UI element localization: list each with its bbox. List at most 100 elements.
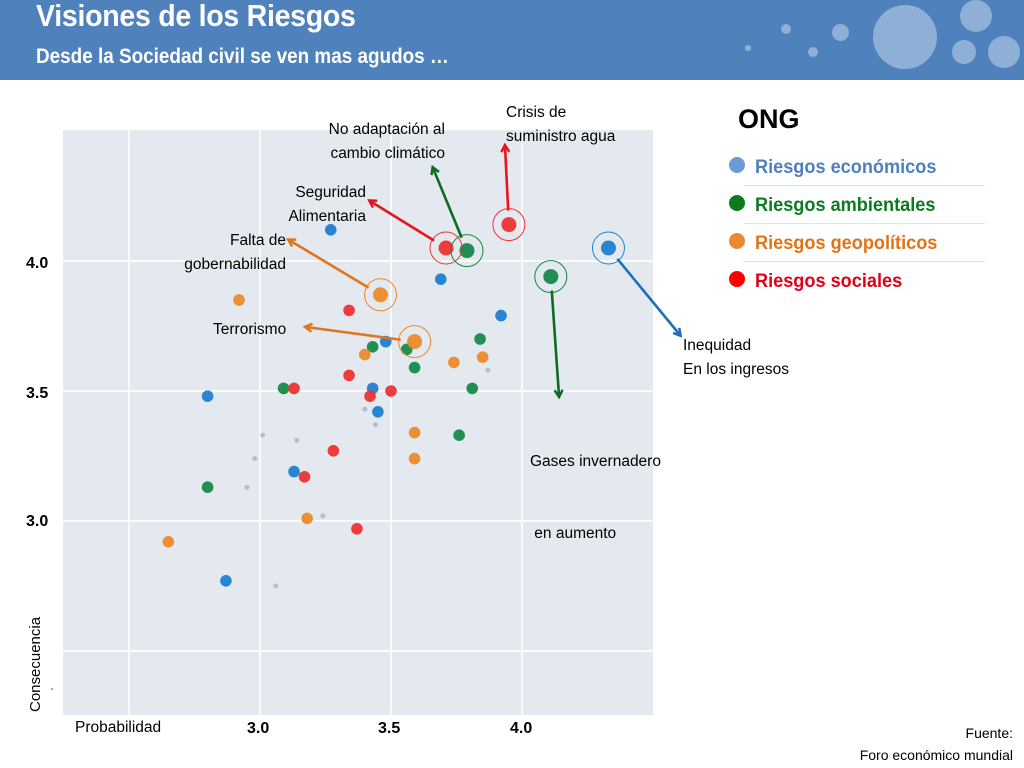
legend-label: Riesgos geopolíticos — [755, 231, 938, 254]
highlight-ring — [450, 234, 484, 268]
data-point — [372, 406, 384, 418]
decorative-bubble — [873, 5, 937, 69]
data-point — [385, 385, 397, 397]
legend: Riesgos económicos Riesgos ambientales R… — [727, 148, 987, 300]
data-point — [220, 575, 232, 587]
data-point — [453, 429, 465, 442]
data-point — [301, 512, 313, 525]
annotation-inequidad: Inequidad En los ingresos — [683, 334, 789, 382]
legend-label: Riesgos sociales — [755, 269, 903, 292]
annotation-arrow — [370, 201, 435, 242]
data-point-minor — [244, 484, 250, 490]
data-point — [543, 269, 559, 285]
highlight-ring — [364, 278, 398, 312]
data-point — [359, 348, 371, 361]
data-point — [408, 452, 421, 465]
data-point — [448, 356, 460, 369]
annotation-line: en aumento — [530, 525, 617, 542]
annotation-arrow — [289, 240, 370, 289]
decorative-bubble — [808, 47, 818, 57]
data-point — [288, 465, 300, 478]
annotation-no-adaptacion: No adaptación al cambio climático — [300, 118, 445, 166]
highlight-ring — [591, 231, 625, 265]
annotation-arrow — [550, 290, 559, 396]
annotation-seguridad-alimentaria: Seguridad Alimentaria — [250, 181, 366, 229]
data-point — [600, 240, 616, 256]
annotation-terrorismo: Terrorismo — [213, 318, 286, 342]
data-point-minor — [362, 406, 368, 412]
data-point — [459, 243, 475, 259]
annotation-falta-gobernabilidad: Falta de gobernabilidad — [150, 229, 286, 277]
data-point — [277, 382, 290, 395]
data-point — [408, 361, 421, 374]
data-point — [201, 390, 214, 403]
stray-dot — [51, 688, 53, 690]
annotation-arrow — [433, 168, 463, 239]
data-point — [343, 304, 355, 317]
legend-item-economicos: Riesgos económicos — [727, 148, 987, 186]
data-point — [466, 382, 479, 395]
data-point — [366, 341, 379, 353]
annotation-line: No adaptación al — [328, 121, 445, 138]
data-point — [407, 334, 423, 350]
annotation-line: cambio climático — [330, 145, 445, 162]
x-tick-label: 4.0 — [510, 720, 533, 737]
legend-item-sociales: Riesgos sociales — [727, 262, 987, 300]
y-axis-label: Consecuencia — [27, 616, 44, 712]
data-point-minor — [485, 367, 491, 373]
highlight-rings — [364, 208, 625, 359]
data-point — [474, 333, 486, 345]
decorative-bubble — [781, 24, 791, 34]
data-point — [343, 369, 355, 382]
data-point-minor — [273, 583, 279, 589]
data-point-minor — [294, 437, 300, 443]
annotation-line: Inequidad — [683, 337, 752, 354]
legend-item-geopoliticos: Riesgos geopolíticos — [727, 224, 987, 262]
data-point — [364, 390, 376, 403]
data-point — [201, 481, 214, 494]
legend-label: Riesgos ambientales — [755, 193, 936, 216]
data-point — [373, 287, 389, 303]
data-point — [501, 217, 517, 233]
x-tick-label: 3.5 — [378, 720, 401, 737]
annotation-line: Seguridad — [295, 184, 366, 201]
plot-area — [63, 130, 653, 715]
decorative-bubble — [832, 24, 849, 41]
data-point — [233, 294, 245, 306]
data-point — [438, 240, 454, 256]
source-line: Fuente: — [965, 725, 1013, 741]
legend-dot-icon — [729, 195, 745, 211]
annotation-line: Alimentaria — [288, 208, 366, 225]
annotation-line: Gases invernadero — [530, 453, 661, 470]
annotation-line: Falta de — [229, 232, 286, 249]
data-point-minor — [372, 422, 378, 428]
data-point — [162, 536, 175, 548]
annotation-arrow — [306, 327, 401, 342]
decorative-bubble — [988, 36, 1020, 68]
highlight-ring — [429, 231, 463, 265]
data-point — [288, 382, 300, 395]
decorative-bubble — [960, 0, 992, 32]
annotation-line: gobernabilidad — [184, 256, 286, 273]
y-tick-label: 3.5 — [26, 385, 49, 402]
annotation-arrow — [616, 257, 680, 335]
data-point-minor — [260, 432, 266, 438]
slide-header: Visiones de los Riesgos Desde la Socieda… — [0, 0, 1024, 80]
legend-label: Riesgos económicos — [755, 155, 937, 178]
source-line: Foro económico mundial — [859, 747, 1013, 763]
highlight-ring — [398, 325, 432, 359]
annotation-arrows — [289, 146, 680, 396]
data-point — [408, 426, 421, 439]
annotation-gases-invernadero: Gases invernadero en aumento — [530, 402, 661, 570]
annotation-line: Crisis de — [506, 104, 567, 121]
legend-item-ambientales: Riesgos ambientales — [727, 186, 987, 224]
legend-dot-icon — [729, 157, 745, 173]
annotation-line: suministro agua — [506, 128, 616, 145]
data-point — [476, 351, 489, 364]
x-axis-label: Probabilidad — [75, 719, 162, 736]
annotation-arrow — [505, 146, 508, 211]
decorative-bubble — [952, 40, 976, 64]
x-tick-label: 3.0 — [247, 720, 270, 737]
slide-subtitle: Desde la Sociedad civil se ven mas agudo… — [36, 45, 449, 68]
